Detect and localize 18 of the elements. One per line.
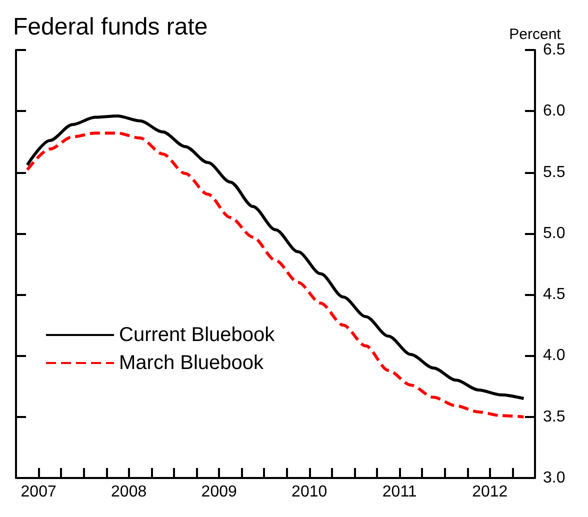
y-tick-label: 4.5	[543, 286, 566, 304]
legend-label: Current Bluebook	[119, 324, 276, 346]
y-tick-label: 6.0	[543, 102, 566, 120]
x-tick-label: 2010	[292, 484, 328, 500]
x-tick-label: 2012	[472, 484, 508, 500]
x-tick-label: 2008	[111, 484, 147, 500]
y-tick-label: 6.5	[543, 42, 566, 58]
legend-label: March Bluebook	[119, 352, 265, 374]
x-tick-label: 2009	[201, 484, 237, 500]
y-axis-title: Percent	[509, 26, 562, 44]
x-tick-label: 2007	[20, 484, 56, 500]
y-tick-label: 3.0	[543, 470, 566, 486]
x-tick-label: 2011	[382, 484, 417, 500]
chart-title: Federal funds rate	[13, 14, 208, 40]
y-tick-label: 3.5	[543, 408, 566, 426]
y-tick-label: 5.0	[543, 224, 566, 242]
y-tick-label: 5.5	[543, 164, 566, 181]
y-tick-label: 4.0	[543, 347, 566, 364]
